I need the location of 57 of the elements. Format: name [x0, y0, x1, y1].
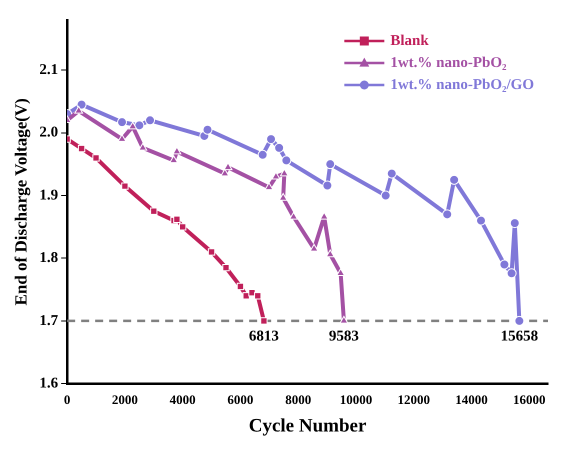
point	[150, 208, 158, 215]
x-tick-label: 12000	[397, 392, 430, 407]
x-tick-label: 10000	[340, 392, 372, 407]
point	[92, 154, 100, 162]
point	[178, 223, 186, 231]
legend-label: Blank	[390, 32, 430, 49]
legend-label: 1wt.% nano-PbO₂/GO	[390, 76, 534, 93]
x-tick-label: 0	[64, 392, 70, 407]
point	[386, 168, 397, 179]
y-tick-label: 1.9	[39, 187, 58, 204]
point	[499, 259, 510, 270]
point	[121, 182, 129, 190]
y-tick-label: 2.0	[39, 124, 58, 141]
point	[325, 159, 336, 170]
point	[134, 120, 144, 130]
x-tick-label: 8000	[285, 392, 312, 407]
x-axis-title: Cycle Number	[248, 416, 367, 437]
y-tick-label: 2.1	[39, 62, 58, 78]
point	[476, 216, 486, 226]
annotation: 15658	[500, 328, 538, 344]
annotation: 6813	[248, 328, 279, 344]
point	[254, 292, 262, 300]
point	[322, 180, 332, 190]
x-tick-label: 6000	[227, 392, 254, 407]
point	[222, 264, 230, 272]
point	[173, 216, 181, 224]
point	[442, 209, 452, 220]
legend-label: 1wt.% nano-PbO₂	[390, 54, 507, 71]
y-axis-title: End of Discharge Voltage(V)	[12, 98, 31, 306]
point	[236, 282, 244, 290]
x-tick-label: 14000	[455, 392, 488, 407]
point	[258, 150, 268, 160]
annotation: 9583	[328, 328, 359, 344]
point	[145, 115, 156, 126]
point	[266, 134, 276, 144]
point	[274, 142, 284, 153]
point	[208, 248, 216, 256]
point	[117, 117, 128, 128]
point	[514, 316, 524, 326]
point	[260, 317, 268, 325]
x-tick-label: 4000	[170, 392, 196, 407]
point	[380, 190, 391, 201]
point	[340, 316, 348, 324]
point	[74, 106, 84, 114]
y-tick-label: 1.8	[39, 250, 58, 266]
y-tick-label: 1.7	[39, 312, 59, 329]
point	[78, 144, 86, 152]
point	[202, 124, 213, 135]
point	[128, 122, 138, 130]
point	[510, 218, 520, 228]
point	[449, 174, 460, 185]
point	[76, 100, 87, 110]
x-tick-label: 16000	[512, 392, 546, 407]
y-tick-label: 1.6	[39, 375, 59, 392]
point	[281, 155, 292, 166]
x-tick-label: 2000	[112, 392, 138, 407]
point	[506, 268, 517, 278]
